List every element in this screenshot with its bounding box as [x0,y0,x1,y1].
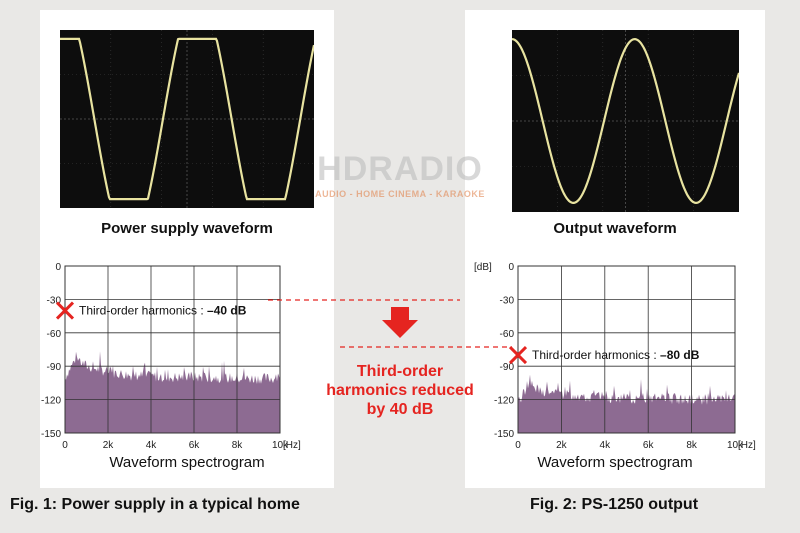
output-waveform-title: Output waveform [553,220,677,237]
output-spectrum-x-unit: [Hz] [738,440,756,451]
output-spectrum-y-tick-label: -90 [500,362,515,373]
output-spectrum-x-tick-label: 4k [600,440,612,451]
power-supply-spectrum-x-tick-label: 6k [189,440,201,451]
callout-line-1: Third-order [356,363,444,380]
callout-line-2: harmonics reduced [326,382,474,399]
power-supply-spectrum-x-tick-label: 2k [103,440,115,451]
output-spectrum-x-tick-label: 0 [515,440,521,451]
power-supply-spectrum-y-tick-label: -150 [41,429,61,440]
output-spectrum-y-tick-label: 0 [508,262,514,273]
power-supply-waveform-title: Power supply waveform [101,220,273,237]
output-spectrum-y-tick-label: -60 [500,329,515,340]
power-supply-spectrum-x-tick-label: 4k [146,440,158,451]
output-spectrum-y-unit: [dB] [474,262,492,273]
power-supply-waveform-trace [60,37,314,201]
power-supply-spectrum-y-tick-label: -120 [41,396,61,407]
figure-1-caption: Fig. 1: Power supply in a typical home [10,496,300,513]
output-spectrum-x-tick-label: 8k [686,440,698,451]
output-spectrogram-title: Waveform spectrogram [537,454,693,471]
output-panel: Output waveform 0 -30 -60 -90 -120 -150 0 2k 4k 6… [465,10,765,488]
power-supply-panel: Power supply waveform 0 -30 -60 -90 -120 -150… [40,10,334,488]
power-supply-oscilloscope [60,30,314,208]
power-supply-spectrogram: 0-30-60-90-120-15002k4k6k8k10k[dB][Hz]Th… [41,262,301,451]
output-oscilloscope [512,30,739,212]
power-supply-spectrum-x-unit: [Hz] [283,440,301,451]
output-waveform-trace [512,37,739,205]
output-spectrum-y-tick-label: -30 [500,295,515,306]
reduction-callout: Third-order harmonics reduced by 40 dB [320,362,480,419]
watermark-logo: HDRADIO AUDIO - HOME CINEMA - KARAOKE [300,150,500,199]
output-spectrum-x-tick-label: 10k [727,440,744,451]
figure-2-caption: Fig. 2: PS-1250 output [530,496,699,513]
output-spectrum-harmonic-marker-icon [508,346,528,365]
power-supply-spectrum-x-tick-label: 10k [272,440,289,451]
output-spectrum-noise-area [518,374,735,433]
power-supply-spectrum-y-tick-label: -60 [47,329,62,340]
power-supply-spectrum-y-tick-label: -90 [47,362,62,373]
power-supply-spectrum-x-tick-label: 8k [232,440,244,451]
power-supply-spectrum-harmonic-label: Third-order harmonics : –40 dB [79,304,247,318]
output-spectrum-x-tick-label: 2k [556,440,568,451]
power-supply-spectrum-harmonic-marker-icon [55,301,75,320]
power-supply-spectrum-noise-area [65,351,280,433]
power-supply-spectrum-y-tick-label: -30 [47,295,62,306]
output-waveform-graticule [512,30,739,212]
power-supply-waveform-graticule [60,30,314,208]
output-spectrum-grid [517,265,736,434]
down-arrow-icon [382,307,418,338]
output-spectrum-harmonic-label: Third-order harmonics : –80 dB [532,348,700,362]
power-supply-spectrum-grid [64,265,281,434]
callout-line-3: by 40 dB [366,401,434,418]
watermark-logo-text: HDRADIO [317,150,483,188]
power-supply-spectrum-y-tick-label: 0 [55,262,61,273]
output-spectrum-x-tick-label: 6k [643,440,655,451]
power-supply-spectrogram-title: Waveform spectrogram [109,454,265,471]
power-supply-spectrum-x-tick-label: 0 [62,440,68,451]
watermark-tagline: AUDIO - HOME CINEMA - KARAOKE [315,189,485,199]
power-supply-waveform-plot [60,30,314,208]
output-spectrum-y-tick-label: -120 [494,396,514,407]
output-spectrum-y-tick-label: -150 [494,429,514,440]
output-waveform-plot [512,30,739,212]
